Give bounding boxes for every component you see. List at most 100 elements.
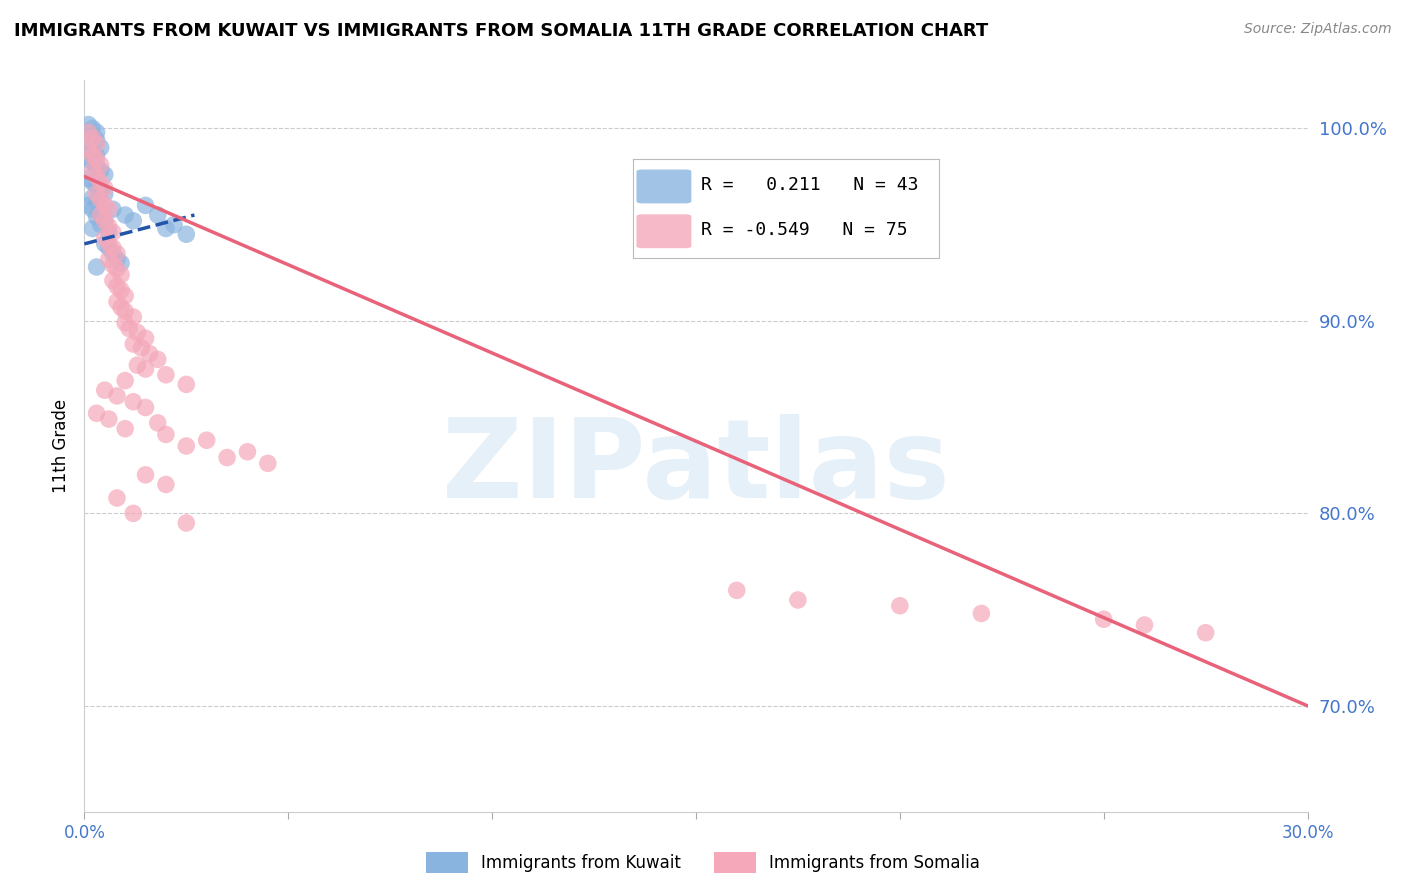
Point (114, 208, 136, 222)
Point (86, 136, 108, 151)
Point (90, 163, 112, 178)
Point (1195, 625, 1218, 640)
Point (105, 279, 128, 293)
Point (90, 208, 112, 222)
Point (236, 444, 259, 458)
Point (114, 422, 136, 436)
Point (97, 412, 120, 426)
Point (105, 252, 128, 267)
Text: R = -0.549   N = 75: R = -0.549 N = 75 (700, 221, 907, 239)
Point (195, 434, 218, 448)
Point (93, 186, 115, 201)
Point (77, 118, 100, 132)
Point (110, 301, 132, 315)
Point (105, 491, 128, 505)
Point (82, 131, 104, 145)
Point (93, 181, 115, 195)
Point (135, 331, 157, 345)
Point (122, 507, 145, 521)
Point (889, 599, 911, 613)
Point (82, 191, 104, 205)
Point (105, 246, 128, 260)
Point (122, 394, 145, 409)
Point (90, 158, 112, 172)
Text: Source: ZipAtlas.com: Source: ZipAtlas.com (1244, 22, 1392, 37)
Point (82, 221, 104, 235)
Point (114, 289, 136, 303)
Point (110, 256, 132, 270)
Point (90, 175, 112, 189)
Point (217, 450, 239, 465)
Point (82, 156, 104, 170)
Legend: Immigrants from Kuwait, Immigrants from Somalia: Immigrants from Kuwait, Immigrants from … (419, 846, 987, 880)
Point (725, 583, 748, 598)
Point (146, 352, 169, 367)
Point (97, 236, 120, 251)
Point (86, 125, 108, 139)
Point (93, 231, 115, 245)
Point (97, 225, 120, 239)
Y-axis label: 11th Grade: 11th Grade (52, 399, 70, 493)
Point (77, 143, 100, 157)
Point (101, 225, 124, 239)
Point (174, 439, 197, 453)
Point (93, 214, 115, 228)
Point (174, 227, 197, 242)
Point (86, 210, 108, 224)
Point (77, 198, 100, 212)
Point (97, 219, 120, 234)
Point (101, 258, 124, 272)
Point (82, 163, 104, 178)
Point (257, 456, 280, 470)
Point (138, 346, 160, 360)
Point (127, 358, 149, 372)
Point (86, 194, 108, 209)
Point (86, 186, 108, 201)
Point (97, 241, 120, 255)
Point (114, 316, 136, 330)
Point (93, 168, 115, 182)
Point (101, 273, 124, 287)
Point (93, 383, 115, 397)
FancyBboxPatch shape (637, 214, 692, 248)
Point (787, 593, 810, 607)
Point (114, 374, 136, 388)
Point (101, 246, 124, 260)
Point (77, 125, 100, 139)
Point (82, 121, 104, 136)
Point (77, 171, 100, 186)
Point (122, 337, 145, 351)
Point (86, 160, 108, 174)
Point (135, 198, 157, 212)
FancyBboxPatch shape (637, 169, 692, 203)
Point (86, 148, 108, 162)
Point (97, 202, 120, 217)
Point (90, 218, 112, 232)
Text: ZIPatlas: ZIPatlas (441, 415, 950, 522)
Point (174, 516, 197, 530)
Point (1092, 612, 1115, 626)
Point (118, 321, 141, 335)
Point (77, 152, 100, 166)
Point (155, 477, 177, 491)
Point (105, 294, 128, 309)
Point (155, 427, 177, 442)
Point (135, 362, 157, 376)
Point (101, 202, 124, 217)
Point (135, 467, 157, 482)
Point (163, 218, 186, 232)
Point (135, 401, 157, 415)
Point (155, 368, 177, 382)
Point (101, 241, 124, 255)
Point (86, 152, 108, 166)
Point (82, 175, 104, 189)
Point (90, 206, 112, 220)
Point (155, 221, 177, 235)
Point (90, 183, 112, 197)
Point (82, 202, 104, 217)
Point (93, 214, 115, 228)
Point (970, 607, 993, 621)
Point (86, 260, 108, 274)
Point (86, 133, 108, 147)
Point (122, 214, 145, 228)
